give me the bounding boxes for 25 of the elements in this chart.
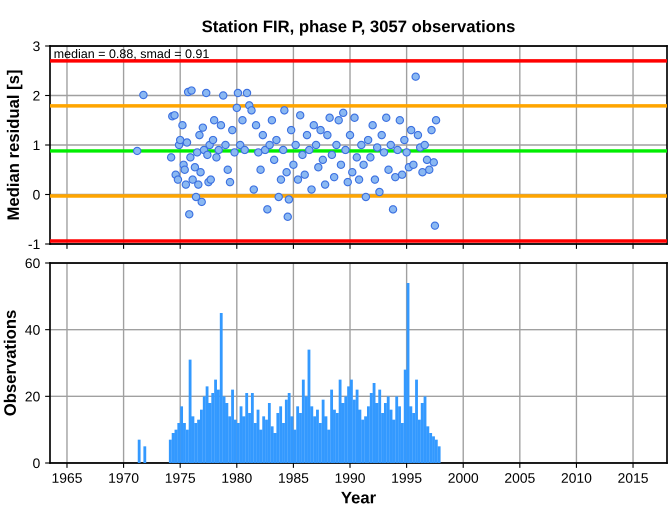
x-tick-label: 1985 <box>279 473 308 483</box>
y-tick-label: 0 <box>33 458 40 468</box>
x-tick-label: 1970 <box>109 473 138 483</box>
x-tick-label: 1995 <box>392 473 422 483</box>
y-tick-label: 20 <box>26 392 40 402</box>
x-axis-title: Year <box>341 492 376 504</box>
x-tick-label: 2015 <box>618 473 648 483</box>
x-tick-label: 1990 <box>336 473 365 483</box>
y-tick-label: 0 <box>33 190 40 200</box>
y-tick-label: -1 <box>28 239 40 250</box>
y-axis-title: Median residual [s] <box>6 70 22 220</box>
x-tick-label: 2005 <box>505 473 535 483</box>
x-tick-label: 2010 <box>562 473 592 483</box>
x-tick-label: 1980 <box>222 473 252 483</box>
y-tick-label: 2 <box>33 90 40 101</box>
x-tick-label: 2000 <box>448 473 478 483</box>
x-tick-label: 1965 <box>52 473 82 483</box>
y-tick-label: 60 <box>26 258 40 268</box>
y-tick-label: 3 <box>33 41 40 52</box>
x-tick-label: 1975 <box>166 473 196 483</box>
y-axis-title: Observations <box>4 310 16 416</box>
y-tick-label: 1 <box>34 140 40 150</box>
chart-title: Station FIR, phase P, 3057 observations <box>202 20 515 36</box>
y-tick-label: 40 <box>25 325 40 335</box>
annotation: median = 0.88, smad = 0.91 <box>54 48 209 60</box>
